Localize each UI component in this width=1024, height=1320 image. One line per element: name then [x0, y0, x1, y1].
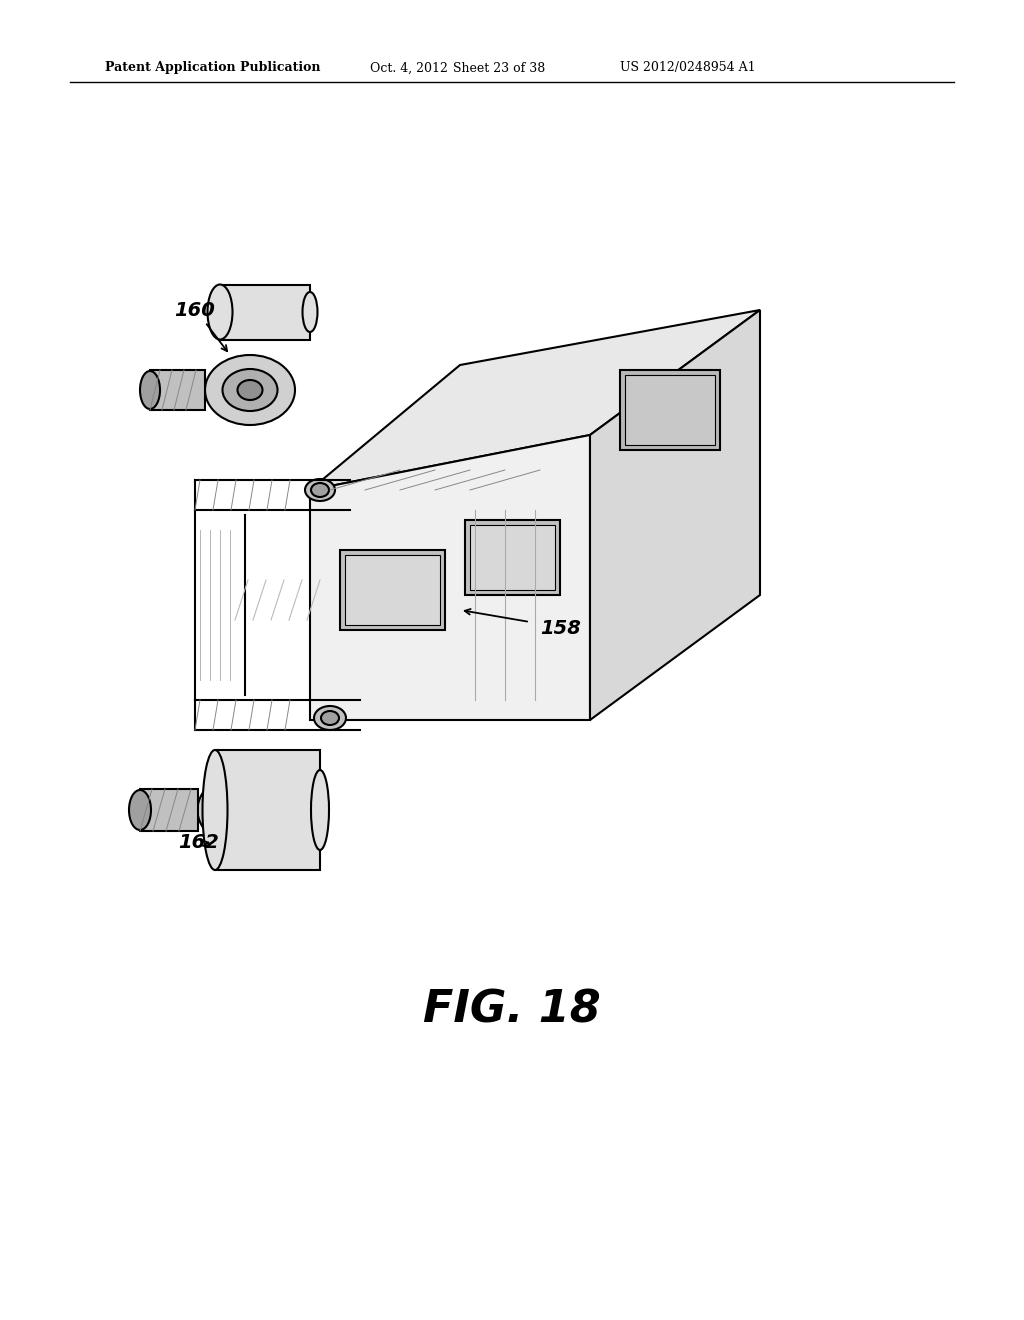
Ellipse shape	[222, 370, 278, 411]
Polygon shape	[310, 436, 590, 719]
Polygon shape	[140, 789, 198, 832]
Ellipse shape	[140, 371, 160, 409]
Ellipse shape	[302, 292, 317, 333]
Ellipse shape	[314, 706, 346, 730]
Ellipse shape	[198, 772, 293, 847]
Polygon shape	[150, 370, 205, 411]
Polygon shape	[620, 370, 720, 450]
Polygon shape	[590, 310, 760, 719]
Text: Oct. 4, 2012: Oct. 4, 2012	[370, 62, 447, 74]
Polygon shape	[470, 525, 555, 590]
Ellipse shape	[203, 750, 227, 870]
Ellipse shape	[129, 789, 151, 830]
Text: 160: 160	[174, 301, 215, 319]
Ellipse shape	[208, 285, 232, 339]
Ellipse shape	[205, 355, 295, 425]
Ellipse shape	[216, 788, 274, 833]
Ellipse shape	[311, 483, 329, 498]
Polygon shape	[345, 554, 440, 624]
Polygon shape	[340, 550, 445, 630]
Polygon shape	[220, 285, 310, 341]
Ellipse shape	[311, 770, 329, 850]
Text: 162: 162	[178, 833, 219, 853]
Text: FIG. 18: FIG. 18	[423, 989, 601, 1031]
Polygon shape	[215, 750, 319, 870]
Text: 158: 158	[540, 619, 581, 638]
Polygon shape	[625, 375, 715, 445]
Ellipse shape	[231, 799, 258, 821]
Text: Patent Application Publication: Patent Application Publication	[105, 62, 321, 74]
Text: Sheet 23 of 38: Sheet 23 of 38	[445, 62, 545, 74]
Ellipse shape	[321, 711, 339, 725]
Ellipse shape	[238, 380, 262, 400]
Polygon shape	[310, 310, 760, 490]
Text: US 2012/0248954 A1: US 2012/0248954 A1	[620, 62, 756, 74]
Polygon shape	[465, 520, 560, 595]
Ellipse shape	[305, 479, 335, 502]
